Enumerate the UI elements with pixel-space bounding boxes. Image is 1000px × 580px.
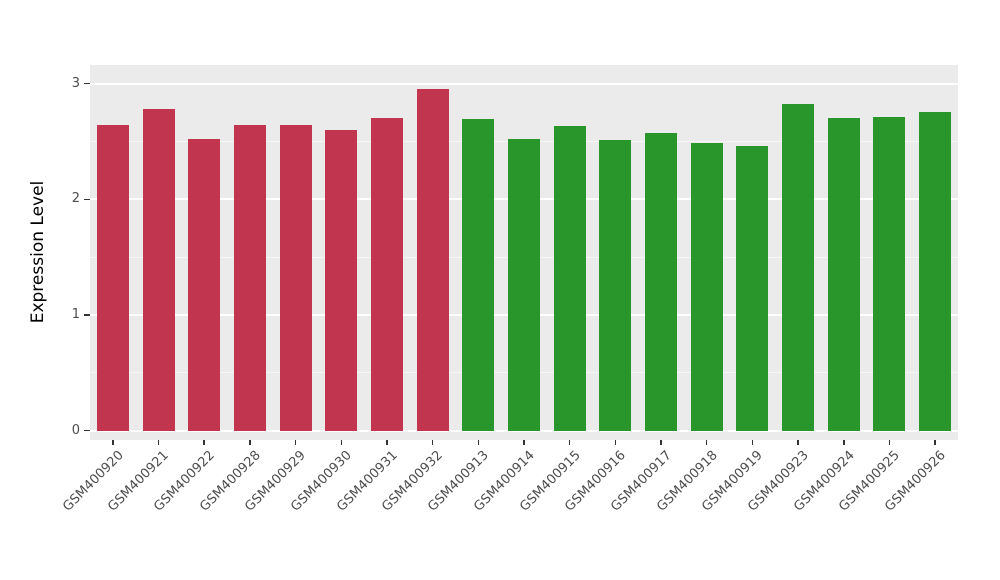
bar-GSM400914 (508, 139, 540, 431)
bar-GSM400921 (142, 108, 175, 431)
x-tick-mark (751, 440, 754, 445)
bar-GSM400922 (188, 139, 221, 431)
x-tick-mark (705, 440, 708, 445)
x-tick-mark (843, 440, 845, 445)
x-tick-mark (112, 440, 114, 445)
bar-GSM400916 (599, 140, 632, 431)
y-tick-mark (84, 429, 90, 432)
gridline-major (90, 82, 958, 85)
x-tick-mark (660, 440, 662, 445)
bar-GSM400930 (325, 129, 358, 431)
plot-panel (90, 65, 958, 440)
bar-GSM400928 (233, 125, 266, 431)
x-tick-mark (797, 440, 799, 445)
x-tick-mark (568, 440, 571, 445)
x-tick-mark (203, 440, 205, 445)
y-tick-label: 3 (71, 75, 80, 91)
bar-GSM400919 (736, 146, 769, 431)
x-tick-mark (477, 440, 480, 445)
bar-GSM400918 (690, 142, 723, 431)
bar-GSM400925 (873, 117, 906, 431)
x-tick-mark (294, 440, 297, 445)
x-tick-label-text: GSM400926 (882, 448, 949, 515)
bar-GSM400924 (827, 118, 860, 431)
x-tick-mark (888, 440, 891, 445)
y-tick-mark (84, 314, 90, 316)
x-tick-mark (614, 440, 617, 445)
x-tick-mark (934, 440, 936, 445)
x-tick-mark (386, 440, 388, 445)
bar-GSM400917 (645, 133, 678, 431)
x-tick-mark (523, 440, 525, 445)
bar-GSM400913 (462, 119, 495, 431)
y-tick-label: 2 (71, 191, 80, 207)
x-tick-mark (431, 440, 434, 445)
x-tick-label-GSM400926: GSM400926 (718, 448, 949, 515)
bar-GSM400923 (782, 104, 815, 431)
x-tick-mark (340, 440, 342, 445)
bar-GSM400931 (370, 118, 403, 431)
x-tick-mark (157, 440, 160, 445)
x-tick-mark (249, 440, 251, 445)
y-tick-label: 1 (71, 307, 80, 322)
bar-GSM400920 (96, 125, 129, 431)
bar-GSM400929 (279, 125, 312, 431)
bar-GSM400932 (416, 89, 449, 431)
y-tick-label: 0 (71, 422, 80, 438)
bar-GSM400915 (553, 126, 586, 431)
y-tick-mark (84, 82, 90, 85)
bar-GSM400926 (919, 112, 952, 431)
y-tick-mark (84, 198, 90, 200)
